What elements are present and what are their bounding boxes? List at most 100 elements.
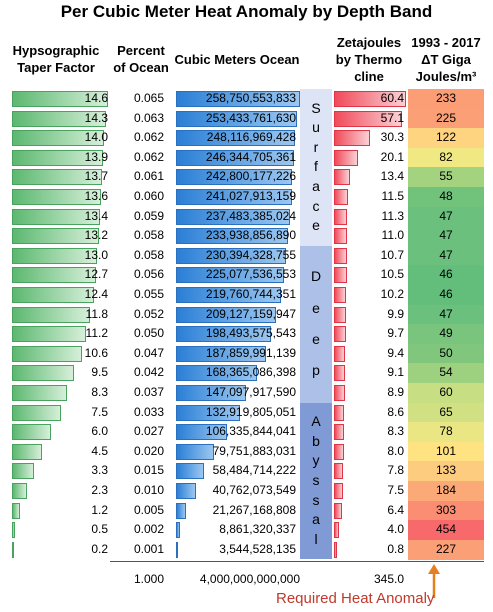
zetajoules-value: 20.1 xyxy=(380,149,404,164)
table-row-cubic: 8,861,320,337 xyxy=(176,520,300,539)
table-row-cubic: 225,077,536,553 xyxy=(176,265,300,284)
table-row-taper: 0.5 xyxy=(12,520,108,539)
table-row-cubic: 58,484,714,222 xyxy=(176,461,300,480)
zetajoules-value: 10.5 xyxy=(380,267,404,282)
table-row-zetajoules: 9.7 xyxy=(334,324,406,343)
cubic-bar xyxy=(176,169,293,186)
table-row-cubic: 3,544,528,135 xyxy=(176,540,300,559)
table-row-taper: 4.5 xyxy=(12,442,108,461)
taper-value: 0.5 xyxy=(91,522,108,537)
taper-bar xyxy=(12,149,104,166)
taper-bar xyxy=(12,287,94,303)
band-letter: f xyxy=(314,158,318,175)
gigajoules-cell: 55 xyxy=(408,167,484,188)
cubic-bar xyxy=(176,365,257,382)
table-row-zetajoules: 9.4 xyxy=(334,344,406,363)
band-letter: e xyxy=(312,330,320,347)
cubic-bar xyxy=(176,522,181,539)
zetajoules-value: 7.5 xyxy=(387,483,404,497)
percent-value: 0.047 xyxy=(133,345,164,360)
zetajoules-bar xyxy=(334,502,342,519)
chart-title: Per Cubic Meter Heat Anomaly by Depth Ba… xyxy=(60,2,433,21)
percent-value: 0.002 xyxy=(133,522,164,537)
table-row-taper: 9.5 xyxy=(12,363,108,382)
gigajoules-cell: 47 xyxy=(408,245,484,266)
cubic-value: 246,344,705,361 xyxy=(205,149,296,164)
percent-value: 0.063 xyxy=(133,110,164,125)
cubic-value: 258,750,553,833 xyxy=(205,91,296,105)
zetajoules-value: 0.8 xyxy=(387,541,404,556)
zetajoules-value: 8.9 xyxy=(387,385,404,399)
zetajoules-value: 6.4 xyxy=(387,502,404,517)
cubic-value: 230,394,328,755 xyxy=(205,247,296,262)
zetajoules-value: 13.4 xyxy=(380,169,404,184)
header-taper: Hypsographic Taper Factor xyxy=(12,43,100,75)
gigajoules-cell: 78 xyxy=(408,422,484,443)
cubic-bar xyxy=(176,149,295,166)
table-row-cubic: 242,800,177,226 xyxy=(176,167,300,186)
band-letter: e xyxy=(312,217,320,234)
taper-bar xyxy=(12,522,16,539)
cubic-value: 187,859,991,139 xyxy=(205,345,296,360)
table-row-cubic: 233,938,856,890 xyxy=(176,226,300,245)
taper-bar xyxy=(12,247,98,264)
zetajoules-value: 7.8 xyxy=(387,463,404,478)
percent-value: 0.020 xyxy=(133,443,164,458)
cubic-value: 198,493,575,543 xyxy=(205,326,296,341)
zetajoules-bar xyxy=(334,228,348,245)
zetajoules-bar xyxy=(334,463,344,480)
percent-value: 0.055 xyxy=(133,287,164,301)
cubic-value: 241,027,913,159 xyxy=(205,189,296,203)
zetajoules-value: 10.7 xyxy=(380,247,404,262)
percent-value: 0.027 xyxy=(133,424,164,439)
cubic-value: 40,762,073,549 xyxy=(212,483,296,497)
table-row-taper: 11.2 xyxy=(12,324,108,343)
taper-value: 7.5 xyxy=(91,404,108,419)
taper-bar xyxy=(12,345,82,362)
arrow-icon xyxy=(428,564,440,598)
percent-value: 0.058 xyxy=(133,247,164,262)
band-letter: a xyxy=(312,178,320,194)
zetajoules-value: 11.0 xyxy=(381,228,404,243)
zetajoules-bar xyxy=(334,483,343,499)
cubic-value: 209,127,159,947 xyxy=(205,306,296,321)
cubic-value: 79,751,883,031 xyxy=(212,443,296,458)
table-row-zetajoules: 8.3 xyxy=(334,422,406,441)
gigajoules-cell: 82 xyxy=(408,147,484,168)
gigajoules-cell: 46 xyxy=(408,285,484,306)
cubic-value: 233,938,856,890 xyxy=(205,228,296,243)
taper-value: 9.5 xyxy=(91,365,108,380)
taper-value: 2.3 xyxy=(91,483,108,497)
table-row-cubic: 258,750,553,833 xyxy=(176,89,300,108)
band-letter: D xyxy=(310,268,322,285)
gigajoules-cell: 47 xyxy=(408,206,484,227)
table-row-cubic: 187,859,991,139 xyxy=(176,344,300,363)
table-row-zetajoules: 6.4 xyxy=(334,501,406,520)
percent-value: 0.005 xyxy=(133,502,164,517)
band-letter: A xyxy=(311,413,321,430)
zetajoules-bar xyxy=(334,247,347,264)
taper-value: 12.7 xyxy=(84,267,108,282)
cubic-bar xyxy=(176,91,300,107)
zetajoules-bar xyxy=(334,189,348,205)
zetajoules-bar xyxy=(334,130,371,147)
table-row-zetajoules: 8.0 xyxy=(334,442,406,461)
table-row-taper: 13.6 xyxy=(12,187,108,206)
zetajoules-bar xyxy=(334,149,358,166)
table-row-zetajoules: 10.5 xyxy=(334,265,406,284)
zetajoules-bar xyxy=(334,443,344,460)
taper-bar xyxy=(12,228,99,245)
gigajoules-cell: 184 xyxy=(408,481,484,502)
table-row-taper: 13.9 xyxy=(12,148,108,167)
gigajoules-cell: 60 xyxy=(408,383,484,404)
table-row-cubic: 230,394,328,755 xyxy=(176,246,300,265)
cubic-value: 225,077,536,553 xyxy=(205,267,296,282)
cubic-value: 3,544,528,135 xyxy=(219,541,296,556)
table-row-taper: 12.7 xyxy=(12,265,108,284)
zetajoules-value: 9.4 xyxy=(387,345,404,360)
header-gigajoules: 1993 - 2017 ΔT Giga Joules/m³ xyxy=(408,34,484,85)
table-row-zetajoules: 11.3 xyxy=(334,207,406,226)
table-row-cubic: 168,365,086,398 xyxy=(176,363,300,382)
gigajoules-cell: 47 xyxy=(408,226,484,247)
